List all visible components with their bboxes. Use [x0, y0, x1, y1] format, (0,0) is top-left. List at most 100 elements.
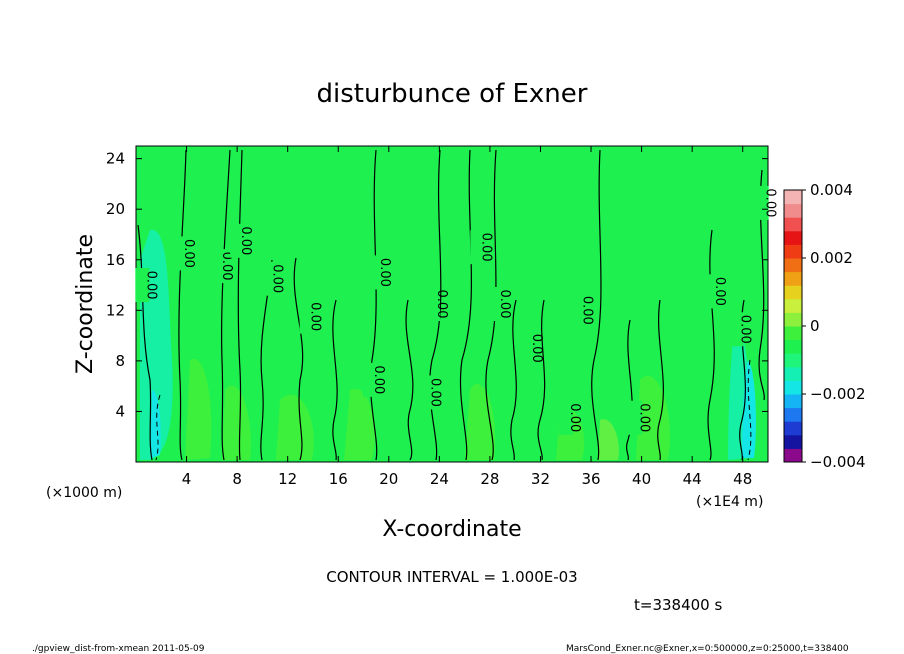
contour-label: 0.00	[636, 403, 651, 432]
contour-line	[707, 229, 715, 461]
contour-line	[405, 299, 414, 461]
negative-contours	[155, 359, 752, 461]
y-axis: 4 8 12 16 20 24	[106, 150, 768, 420]
contour-label: 0.00	[529, 334, 544, 363]
contour-line	[293, 257, 304, 461]
colorbar-segment	[784, 407, 802, 422]
colorbar-segment	[784, 339, 802, 354]
colorbar-label: 0.004	[810, 181, 853, 199]
contour-line	[485, 149, 497, 461]
contour-label-bg	[489, 287, 504, 321]
contour-line	[237, 149, 243, 461]
contour-label: 0.00	[763, 188, 778, 217]
chart-title: disturbunce of Exner	[317, 79, 588, 109]
contour-label-bg	[299, 299, 314, 334]
contour-line	[369, 149, 378, 461]
y-tick-label: 8	[115, 352, 125, 370]
contour-line	[429, 149, 442, 461]
contour-label-bg	[558, 400, 573, 435]
colorbar-segment	[784, 380, 802, 395]
contour-label: 0.00	[428, 378, 443, 407]
negative-contour	[747, 359, 752, 461]
contour-label: 0.00	[219, 252, 234, 281]
field-patches	[140, 229, 756, 460]
contour-label: 0.00	[478, 233, 493, 262]
contour-label: 0.00	[737, 315, 752, 344]
colorbar-segment	[784, 298, 802, 313]
contour-label-bg	[173, 236, 188, 271]
contour-label-bg	[369, 255, 384, 290]
colorbar-segment	[784, 326, 802, 341]
contour-labels: 0.00 0.00 0.00 0.00 0.00 0.00 0.00 0.00 0.00 0.00…	[135, 185, 778, 435]
x-tick-label: 20	[379, 470, 398, 488]
contour-label: 0.00	[567, 403, 582, 432]
colorbar-label: −0.004	[810, 453, 866, 471]
contour-label: 0.00	[371, 365, 386, 394]
contour-label: 0.00	[238, 226, 253, 255]
colorbar-segment	[784, 421, 802, 436]
colorbar-segment	[784, 285, 802, 300]
contour-line	[178, 149, 187, 461]
colorbar-label: 0.002	[810, 249, 853, 267]
contour-label-bg	[419, 375, 434, 410]
contour-label-bg	[520, 331, 535, 366]
x-tick-label: 8	[232, 470, 242, 488]
colorbar-segment	[784, 244, 802, 259]
x-tick-label: 32	[531, 470, 550, 488]
colorbar-segment	[784, 448, 802, 463]
positive-patch	[344, 388, 375, 460]
colorbar	[783, 189, 803, 463]
y-tick-label: 16	[106, 251, 125, 269]
contour-label-bg	[754, 185, 769, 220]
positive-patch	[636, 376, 671, 460]
colorbar-segment	[784, 312, 802, 327]
colorbar-label: 0	[810, 317, 820, 335]
colorbar-segment	[784, 394, 802, 409]
x-unit-left: (×1000 m)	[46, 485, 122, 501]
contour-interval: CONTOUR INTERVAL = 1.000E-03	[326, 568, 577, 586]
x-unit-right: (×1E4 m)	[696, 494, 763, 510]
y-tick-label: 24	[106, 150, 125, 168]
contour-label-bg	[211, 249, 226, 284]
x-tick-label: 44	[683, 470, 702, 488]
contour-label-bg	[135, 268, 150, 303]
colorbar-segment	[784, 190, 802, 205]
positive-patch	[598, 419, 619, 460]
contour-label-bg	[426, 287, 441, 321]
x-tick-label: 4	[182, 470, 192, 488]
contour-line	[657, 299, 664, 461]
contour-label-bg	[362, 362, 377, 397]
colorbar-segment	[784, 434, 802, 449]
x-tick-label: 36	[581, 470, 600, 488]
y-tick-label: 20	[106, 200, 125, 218]
x-tick-label: 48	[733, 470, 752, 488]
y-tick-label: 4	[115, 402, 125, 420]
footer-right: MarsCond_Exner.nc@Exner,x=0:500000,z=0:2…	[566, 644, 849, 654]
colorbar-segment	[784, 230, 802, 245]
colorbar-segment	[784, 366, 802, 381]
colorbar-segment	[784, 203, 802, 218]
colorbar-segment	[784, 258, 802, 273]
time-label: t=338400 s	[634, 596, 722, 614]
colorbar-labels: 0.004 0.002 0 −0.002 −0.004	[802, 181, 866, 471]
contour-label-bg	[729, 312, 744, 347]
contour-label: 0.00	[143, 271, 158, 300]
contour-label: 0.00	[308, 302, 323, 331]
contour-label-bg	[704, 274, 719, 309]
colorbar-segment	[784, 353, 802, 368]
contour-label: 0.00	[377, 258, 392, 287]
contour-line	[221, 149, 231, 461]
colorbar-segment	[784, 271, 802, 286]
contour-lines	[137, 149, 765, 461]
x-tick-label: 40	[632, 470, 651, 488]
positive-patch	[185, 358, 212, 460]
contour-line	[459, 149, 473, 461]
x-tick-label: 16	[329, 470, 348, 488]
x-tick-label: 28	[480, 470, 499, 488]
contour-label-bg	[628, 400, 643, 435]
positive-patch	[222, 385, 251, 460]
contour-label: 0.00	[497, 290, 512, 319]
contour-line	[537, 299, 546, 461]
contour-label-bg	[230, 223, 245, 258]
